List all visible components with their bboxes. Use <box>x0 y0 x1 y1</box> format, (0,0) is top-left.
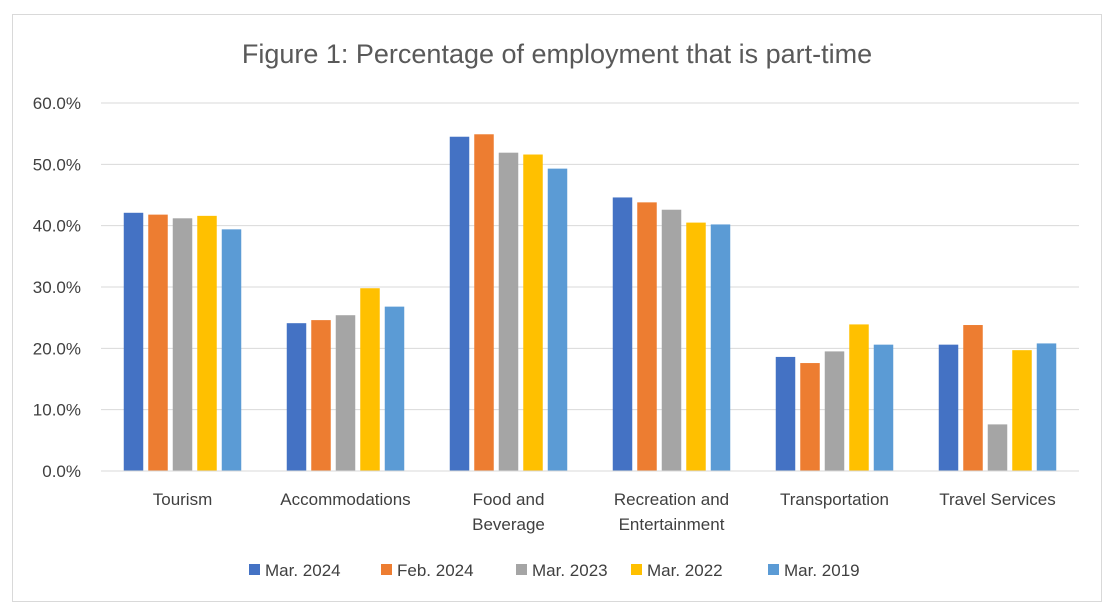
bar <box>474 134 494 471</box>
bar <box>148 214 168 472</box>
category-labels: Tourism Accommodations Food and Beverage Rec… <box>153 490 1056 534</box>
y-tick-label: 30.0% <box>33 278 81 297</box>
chart-frame: Figure 1: Percentage of employment that … <box>12 14 1102 602</box>
legend-swatch <box>381 564 392 575</box>
legend-swatch <box>768 564 779 575</box>
gridlines <box>101 102 1079 411</box>
bar <box>873 344 894 471</box>
bar <box>172 218 193 471</box>
bar <box>197 215 217 471</box>
bar <box>775 356 796 471</box>
category-label: Travel Services <box>939 490 1056 509</box>
legend-label: Mar. 2022 <box>647 561 723 580</box>
bar <box>637 202 657 472</box>
legend-swatch <box>516 564 527 575</box>
chart-title: Figure 1: Percentage of employment that … <box>242 39 872 69</box>
bar <box>498 152 519 471</box>
y-tick-label: 50.0% <box>33 155 81 174</box>
legend-label: Feb. 2024 <box>397 561 474 580</box>
y-tick-label: 40.0% <box>33 217 81 236</box>
legend-swatch <box>249 564 260 575</box>
category-label: Recreation and <box>614 490 729 509</box>
y-tick-label: 0.0% <box>42 462 81 481</box>
bar <box>286 323 307 471</box>
bar <box>311 320 331 471</box>
bar <box>661 209 682 471</box>
bar <box>849 324 869 471</box>
bars <box>123 134 1057 472</box>
bar <box>221 229 242 471</box>
category-label: Entertainment <box>619 515 725 534</box>
y-axis-ticks: 0.0% 10.0% 20.0% 30.0% 40.0% 50.0% 60.0% <box>33 94 81 481</box>
bar <box>384 306 405 471</box>
bar <box>938 344 959 471</box>
legend-swatch <box>631 564 642 575</box>
legend: Mar. 2024 Feb. 2024 Mar. 2023 Mar. 2022 Mar.… <box>249 561 860 580</box>
category-label: Beverage <box>472 515 545 534</box>
bar <box>963 325 983 471</box>
bar <box>335 315 356 471</box>
bar <box>987 424 1008 471</box>
bar <box>360 288 380 471</box>
bar <box>1012 350 1032 471</box>
y-tick-label: 10.0% <box>33 401 81 420</box>
y-tick-label: 60.0% <box>33 94 81 113</box>
category-label: Transportation <box>780 490 889 509</box>
category-label: Tourism <box>153 490 213 509</box>
legend-label: Mar. 2024 <box>265 561 341 580</box>
bar <box>686 222 706 471</box>
bar <box>800 363 820 471</box>
bar <box>710 224 731 471</box>
bar <box>612 197 633 471</box>
category-label: Food and <box>473 490 545 509</box>
y-tick-label: 20.0% <box>33 339 81 358</box>
bar <box>1036 343 1057 471</box>
bar <box>523 154 543 471</box>
bar <box>123 212 144 471</box>
bar <box>547 168 568 472</box>
bar <box>824 351 845 471</box>
category-label: Accommodations <box>280 490 410 509</box>
legend-label: Mar. 2023 <box>532 561 608 580</box>
bar <box>449 136 470 471</box>
legend-label: Mar. 2019 <box>784 561 860 580</box>
bar-chart: Figure 1: Percentage of employment that … <box>33 39 1079 580</box>
